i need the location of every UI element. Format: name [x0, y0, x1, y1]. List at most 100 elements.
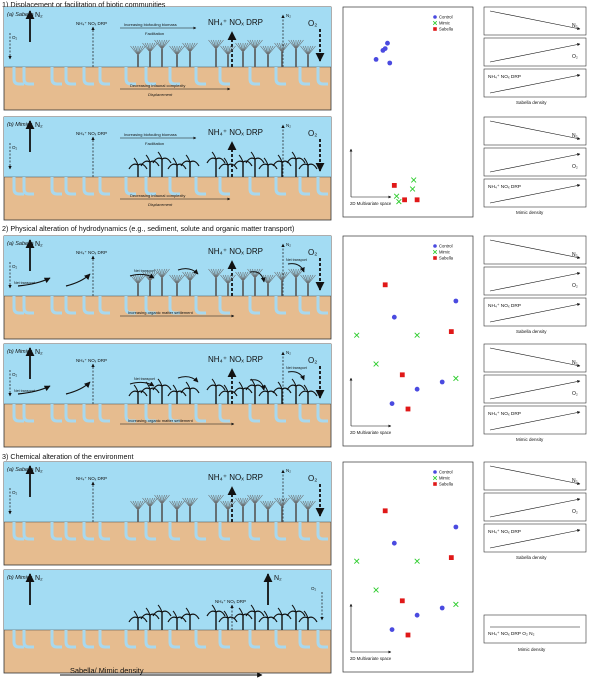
burrow: [144, 630, 156, 649]
panel-label: (b) Mimics: [7, 575, 33, 581]
burrow: [22, 67, 34, 86]
n2-label: N₂: [35, 122, 43, 129]
burrow: [168, 177, 180, 196]
trend-box: [483, 147, 587, 177]
control-point: [380, 48, 386, 53]
sabella-worm: [288, 39, 304, 67]
settlement-label: Increasing organic matter settlement: [128, 418, 194, 423]
burrow: [98, 522, 110, 541]
sabella-point: [402, 197, 407, 203]
sabella-worm: [300, 45, 316, 67]
o2-label: O₂: [12, 372, 18, 377]
sabella-worm: [300, 500, 316, 522]
trend-box: [483, 116, 587, 146]
o2-label: O₂: [12, 145, 18, 150]
control-point: [439, 379, 445, 385]
sabella-worm: [220, 500, 236, 522]
trend-box: [483, 461, 587, 491]
trend-label: N₂: [572, 360, 578, 366]
o2-label-right: O₂: [308, 129, 317, 138]
burrow: [12, 67, 24, 86]
trend-box: [483, 6, 587, 36]
mimic-structure: [245, 604, 265, 630]
control-point: [453, 524, 459, 530]
transport-arrow: [129, 273, 155, 279]
burrow: [168, 296, 180, 315]
mimic-structure: [286, 604, 306, 630]
burrow: [144, 177, 156, 196]
o2-label-right: O₂: [308, 356, 317, 365]
n2-label: N₂: [35, 349, 43, 356]
sabella-worm: [169, 500, 185, 522]
mimic-point: [353, 558, 360, 564]
burrow: [248, 404, 260, 423]
sabella-worm: [154, 268, 170, 296]
scatter-frame: [342, 6, 474, 218]
mimic-structure: [272, 154, 292, 177]
transport-arrow: [17, 385, 51, 395]
burrow: [218, 404, 230, 423]
trend-box: [483, 492, 587, 522]
control-point: [439, 605, 445, 611]
burrow: [50, 522, 62, 541]
transport-arrow: [65, 273, 91, 287]
trend-label: O₂: [572, 283, 578, 289]
burrow: [218, 630, 230, 649]
burrow: [12, 522, 24, 541]
panel-label: (a) Sabella: [7, 467, 34, 473]
burrow: [82, 177, 94, 196]
trend-box: [483, 297, 587, 327]
sabella-worm: [235, 271, 251, 296]
trend-box: [483, 178, 587, 208]
legend-label: Mimic: [439, 250, 450, 255]
burrow: [248, 630, 260, 649]
o2-label: O₂: [12, 35, 18, 40]
mimic-structure: [233, 381, 253, 404]
burrow: [168, 67, 180, 86]
burrow: [274, 67, 286, 86]
mimic-point: [396, 198, 402, 205]
trend-line: [489, 529, 581, 549]
mimic-structure: [206, 604, 226, 630]
trend-label: N₂: [572, 23, 578, 29]
n2-label-right: N₂: [286, 242, 291, 247]
mimic-structure: [140, 381, 160, 404]
burrow: [82, 630, 94, 649]
sabella-worm: [220, 45, 236, 67]
complexity-label: Decreasing infaunal complexity: [130, 193, 185, 198]
burrow: [274, 404, 286, 423]
sabella-point: [405, 406, 411, 412]
water-column: [4, 570, 331, 630]
burrow: [64, 630, 76, 649]
mimic-structure: [298, 157, 318, 177]
section-3-title: 3) Chemical alteration of the environmen…: [2, 452, 134, 461]
sabella-point: [382, 282, 388, 288]
trend-line: [489, 303, 581, 323]
control-point: [453, 298, 459, 304]
trend-caption: Mimic density: [516, 437, 544, 442]
burrow: [298, 177, 310, 196]
burrow: [124, 67, 136, 86]
panel-label: (a) Sabella: [7, 12, 34, 18]
legend-label: Control: [439, 470, 453, 475]
legend-label: Control: [439, 15, 453, 20]
transport-arrow: [249, 379, 266, 391]
burrow: [64, 67, 76, 86]
sabella-point: [414, 197, 420, 203]
legend-label: Sabella: [439, 482, 454, 487]
burrow: [82, 522, 94, 541]
mimic-structure: [272, 381, 292, 404]
sabella-worm: [182, 497, 198, 522]
burrow: [144, 404, 156, 423]
mimic-structure: [245, 151, 265, 177]
burrow: [144, 67, 156, 86]
sabella-worm: [142, 42, 158, 67]
burrow: [168, 630, 180, 649]
control-point: [373, 57, 379, 62]
sabella-worm: [260, 500, 276, 522]
burrow: [64, 177, 76, 196]
water-column: [4, 117, 331, 177]
scatter-axis-label: 2D Multivariate space: [350, 201, 392, 206]
sabella-point: [399, 598, 405, 604]
